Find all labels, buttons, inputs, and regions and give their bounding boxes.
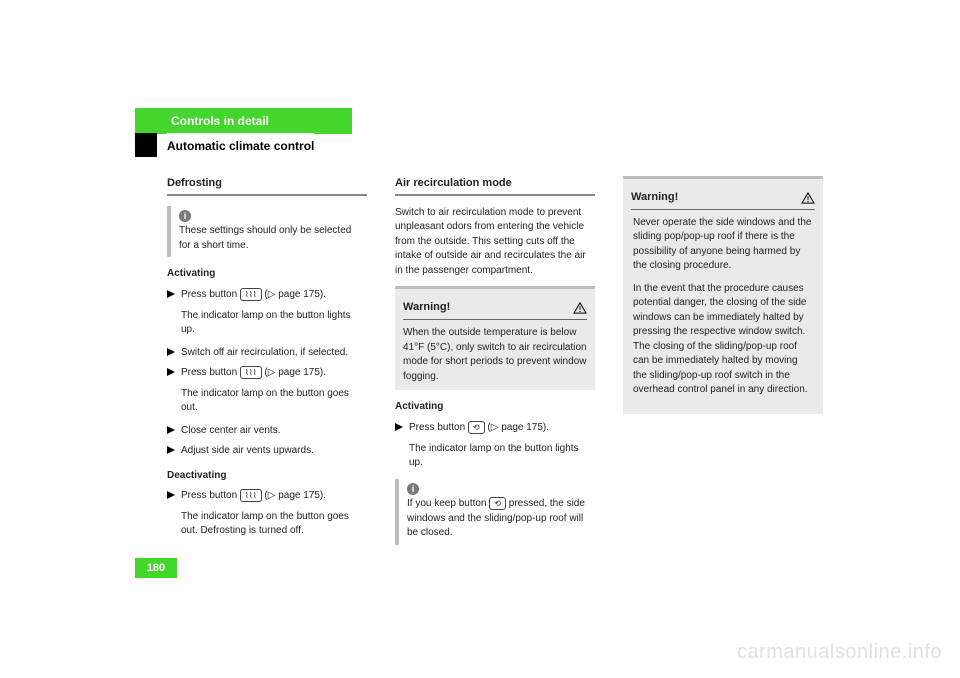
page-number: 180 — [135, 558, 177, 578]
warning-box: Warning! Never operate the side windows … — [623, 176, 823, 414]
step: Switch off air recirculation, if selecte… — [167, 346, 367, 361]
step-text: Press button ⟲ (▷ page 175). — [409, 421, 595, 436]
recirc-button-icon: ⟲ — [489, 497, 506, 510]
heading-deactivating: Deactivating — [167, 469, 367, 484]
warning-header: Warning! — [631, 187, 815, 210]
step-text: Press button ⌇⌇⌇ (▷ page 175). — [181, 288, 367, 303]
column-2: Air recirculation mode Switch to air rec… — [395, 176, 595, 555]
warning-p1: Never operate the side windows and the s… — [633, 216, 813, 274]
bullet-icon — [167, 446, 175, 459]
recirc-button-icon: ⟲ — [468, 421, 485, 434]
bullet-icon — [167, 290, 175, 303]
manual-page: Controls in detail Automatic climate con… — [0, 0, 960, 678]
heading-activating: Activating — [167, 267, 367, 282]
warning-header: Warning! — [403, 297, 587, 320]
step-result: The indicator lamp on the button goes ou… — [181, 387, 367, 416]
defrost-button-icon: ⌇⌇⌇ — [240, 366, 262, 379]
bullet-icon — [167, 368, 175, 381]
bullet-icon — [167, 348, 175, 361]
heading-recirc: Air recirculation mode — [395, 176, 595, 196]
column-1: Defrosting i These settings should only … — [167, 176, 367, 555]
warning-box: Warning! When the outside temperature is… — [395, 286, 595, 390]
step: Press button ⌇⌇⌇ (▷ page 175). — [167, 288, 367, 303]
step: Press button ⟲ (▷ page 175). — [395, 421, 595, 436]
warning-label: Warning! — [403, 300, 450, 316]
info-icon: i — [407, 483, 419, 495]
heading-activating: Activating — [395, 400, 595, 415]
info-icon: i — [179, 210, 191, 222]
bullet-icon — [167, 426, 175, 439]
step-result: The indicator lamp on the button goes ou… — [181, 510, 367, 539]
page-number-box: 180 — [135, 558, 177, 578]
warning-p2: In the event that the procedure causes p… — [633, 282, 813, 398]
section-tab: Controls in detail — [157, 108, 352, 134]
warning-body: When the outside temperature is below 41… — [403, 320, 587, 384]
step-text: Switch off air recirculation, if selecte… — [181, 346, 367, 361]
step-text: Press button ⌇⌇⌇ (▷ page 175). — [181, 489, 367, 504]
bullet-icon — [167, 491, 175, 504]
step-result: The indicator lamp on the button lights … — [181, 309, 367, 338]
warning-triangle-icon — [801, 192, 815, 204]
info-note: i These settings should only be selected… — [167, 206, 367, 258]
warning-body: Never operate the side windows and the s… — [631, 210, 815, 408]
defrost-button-icon: ⌇⌇⌇ — [240, 489, 262, 502]
step: Press button ⌇⌇⌇ (▷ page 175). — [167, 489, 367, 504]
warning-label: Warning! — [631, 190, 678, 206]
step-text: Close center air vents. — [181, 424, 367, 439]
warning-triangle-icon — [573, 302, 587, 314]
side-tab-green — [135, 108, 157, 133]
step: Adjust side air vents upwards. — [167, 444, 367, 459]
bullet-icon — [395, 423, 403, 436]
info-note-text: These settings should only be selected f… — [179, 225, 351, 251]
step-text: Press button ⌇⌇⌇ (▷ page 175). — [181, 366, 367, 381]
step: Press button ⌇⌇⌇ (▷ page 175). — [167, 366, 367, 381]
defrost-button-icon: ⌇⌇⌇ — [240, 288, 262, 301]
column-3: Warning! Never operate the side windows … — [623, 176, 823, 555]
info-note: i If you keep button ⟲ pressed, the side… — [395, 479, 595, 545]
side-tab-black — [135, 133, 157, 157]
step-text: Adjust side air vents upwards. — [181, 444, 367, 459]
side-tab — [135, 108, 157, 157]
section-subtitle: Automatic climate control — [167, 133, 314, 159]
step-result: The indicator lamp on the button lights … — [409, 442, 595, 471]
content-columns: Defrosting i These settings should only … — [167, 176, 827, 555]
info-note-text: If you keep button ⟲ pressed, the side w… — [407, 498, 585, 538]
step: Close center air vents. — [167, 424, 367, 439]
intro-text: Switch to air recirculation mode to prev… — [395, 206, 595, 279]
watermark: carmanualsonline.info — [737, 641, 942, 664]
heading-defrosting: Defrosting — [167, 176, 367, 196]
